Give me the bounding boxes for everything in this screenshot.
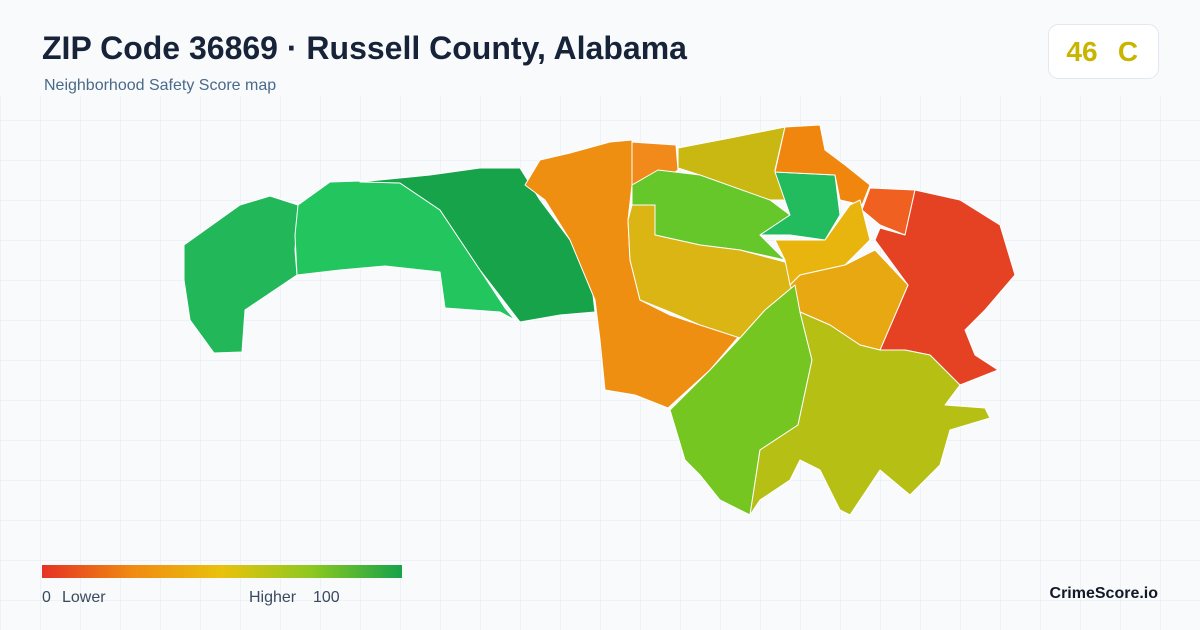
region — [627, 204, 796, 339]
legend-min-label: Lower — [62, 589, 106, 606]
legend-max-label: Higher — [249, 589, 297, 606]
region — [861, 187, 916, 236]
grade: C — [1118, 36, 1138, 67]
map — [183, 124, 1016, 516]
region — [774, 199, 871, 286]
region — [749, 311, 991, 516]
subtitle: Neighborhood Safety Score map — [44, 77, 276, 94]
region — [359, 167, 596, 323]
score: 46 — [1066, 36, 1097, 67]
legend-max: 100 — [313, 589, 340, 606]
brand: CrimeScore.io — [1050, 585, 1159, 602]
region — [183, 195, 299, 354]
region — [677, 126, 786, 201]
region — [774, 124, 871, 206]
legend-gradient — [42, 565, 402, 578]
legend-min: 0 — [42, 589, 51, 606]
title: ZIP Code 36869 · Russell County, Alabama — [42, 30, 687, 66]
score-badge — [1048, 24, 1159, 79]
